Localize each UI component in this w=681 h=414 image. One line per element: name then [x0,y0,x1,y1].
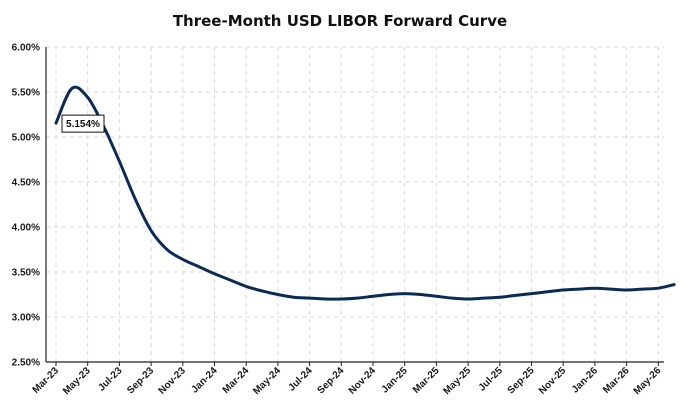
y-tick-label: 4.00% [12,223,40,234]
x-tick-label: Mar-24 [221,365,252,396]
data-label-box [61,114,105,133]
x-tick-label: Sep-24 [315,365,346,396]
x-tick-label: Nov-23 [157,365,189,397]
axes [45,47,664,366]
x-tick-label: Mar-26 [601,365,632,396]
x-axis-ticks: Mar-23 May-23 Jul-23 Sep-23 Nov-23 Jan-24 Mar-… [31,365,664,397]
series-line [54,85,676,301]
x-tick-label: Nov-25 [537,365,569,397]
y-tick-label: 3.00% [12,313,40,324]
x-tick-label: Mar-23 [31,365,62,396]
x-tick-label: Mar-25 [411,365,442,396]
chart-title: Three-Month USD LIBOR Forward Curve [173,12,507,30]
x-tick-label: Jan-25 [380,365,410,395]
x-tick-label: Sep-25 [506,365,537,396]
y-tick-label: 4.50% [12,178,40,189]
y-axis-ticks: 2.50% 3.00% 3.50% 4.00% 4.50% 5.00% 5.50% 6.00% [12,43,40,369]
x-tick-label: Jul-23 [96,365,125,394]
x-tick-label: Sep-23 [125,365,156,396]
x-tick-label: Nov-24 [347,365,379,397]
x-tick-label: Jul-25 [477,365,506,394]
y-tick-label: 6.00% [12,43,40,54]
x-tick-label: May-25 [441,365,473,397]
y-tick-label: 2.50% [12,358,40,369]
series [54,85,676,301]
x-tick-label: Jan-26 [570,365,600,395]
x-tick-label: Jan-24 [189,365,219,395]
annotations: 5.154% [61,114,105,133]
y-tick-label: 5.50% [12,88,40,99]
x-tick-label: May-23 [61,365,93,397]
y-tick-label: 5.00% [12,133,40,144]
x-tick-label: May-24 [251,365,283,397]
data-label: 5.154% [66,119,100,130]
x-tick-label: May-26 [632,365,664,397]
x-tick-label: Jul-24 [287,365,316,394]
grid [46,46,664,362]
y-tick-label: 3.50% [12,268,40,279]
